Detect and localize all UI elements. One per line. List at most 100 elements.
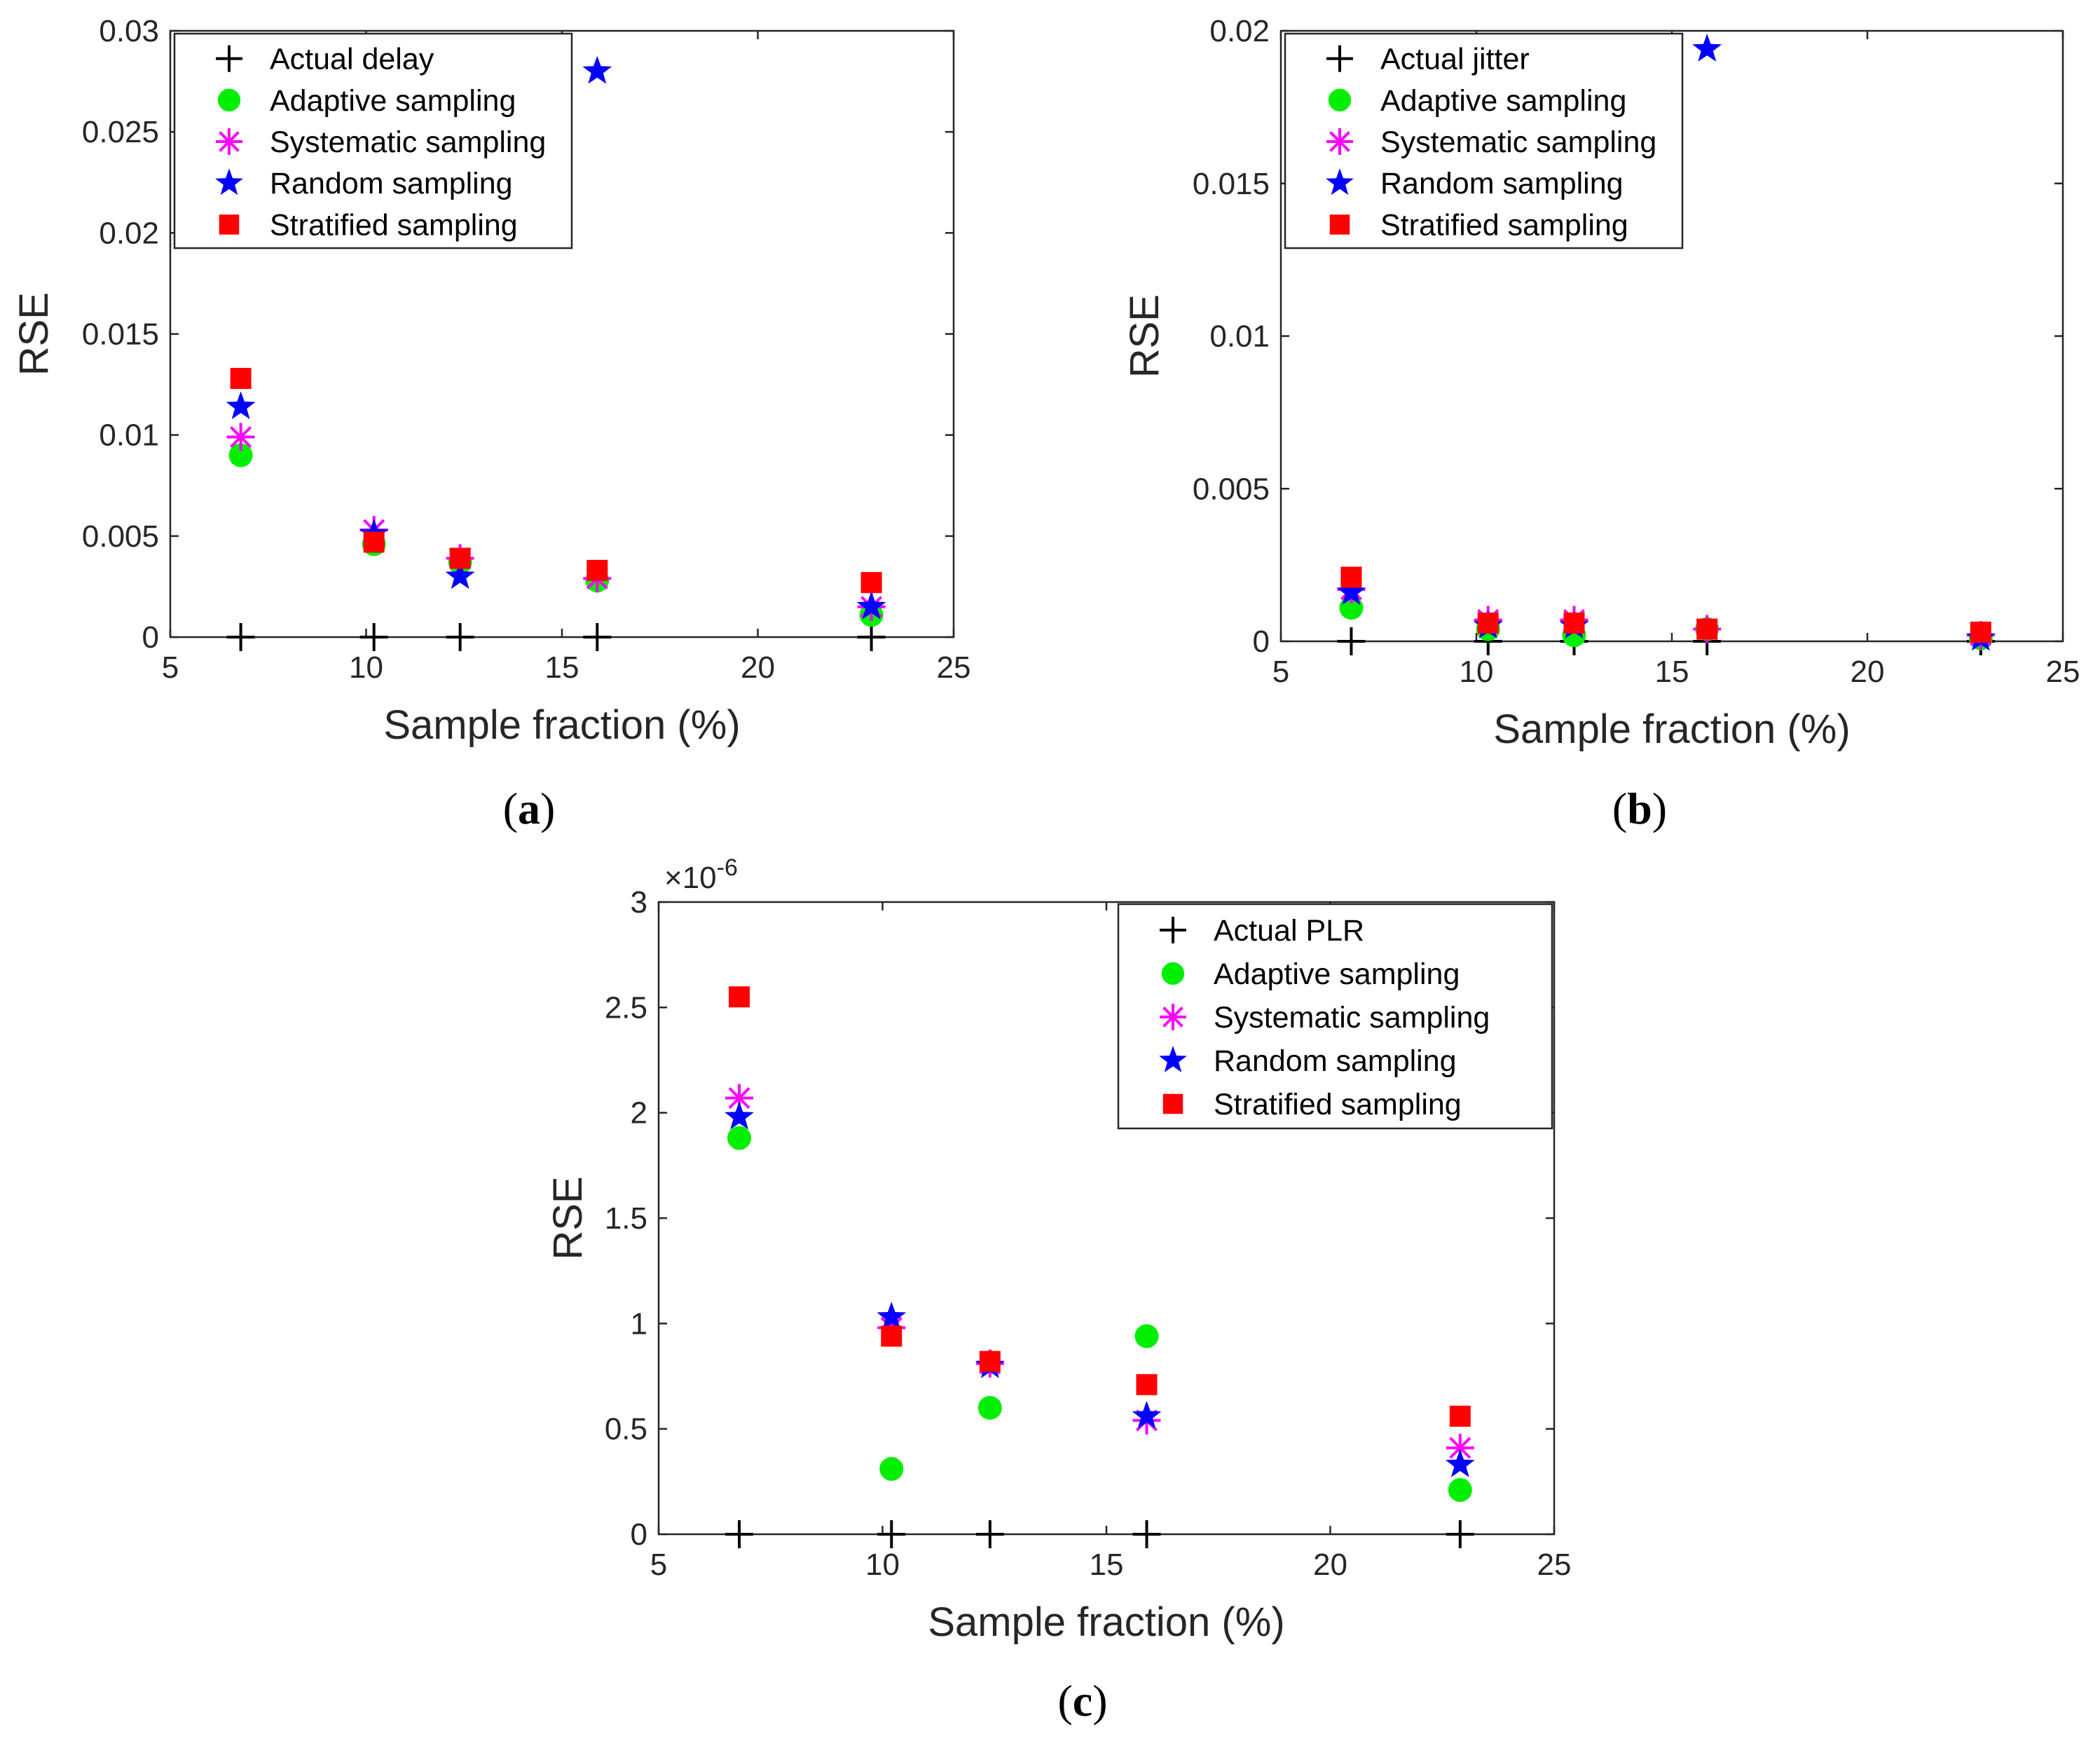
legend-marker xyxy=(1162,1093,1183,1114)
chart-panel-c: 5 10 15 20 25 0 0.5 1 1.5 2 2.5 3 ×10-6 Sample fracti… xyxy=(545,854,1571,1726)
data-point xyxy=(1134,1324,1159,1349)
data-point xyxy=(979,1351,1001,1372)
x-tick-label: 5 xyxy=(650,1548,667,1582)
y-tick-label: 0.025 xyxy=(82,115,159,149)
data-point xyxy=(1136,1374,1158,1395)
legend-marker xyxy=(215,168,243,196)
legend-marker xyxy=(216,128,242,155)
legend-entry-label: Systematic sampling xyxy=(270,125,546,159)
y-tick-label: 1.5 xyxy=(605,1201,647,1236)
legend: Actual delay Adaptive sampling Systematic … xyxy=(173,32,573,250)
data-point xyxy=(226,623,255,651)
panel-label: (b) xyxy=(1612,784,1667,833)
series-stratified-sampling xyxy=(230,367,882,594)
data-point xyxy=(725,1101,754,1130)
chart-panel-b: 5 10 15 20 25 0 0.005 0.01 0.015 0.02 Sample fract… xyxy=(1122,14,2080,833)
data-point xyxy=(1449,1405,1471,1427)
legend-entry-label: Random sampling xyxy=(270,167,513,200)
legend-box xyxy=(1117,903,1553,1130)
panel-label: (a) xyxy=(503,784,556,833)
y-tick-label: 1 xyxy=(631,1306,647,1341)
legend-entry-label: Adaptive sampling xyxy=(1380,84,1626,118)
x-axis-label: Sample fraction (%) xyxy=(1493,706,1850,752)
y-tick-label: 0.03 xyxy=(99,14,159,48)
data-point xyxy=(586,559,608,581)
x-tick-label: 15 xyxy=(1090,1548,1124,1582)
data-point xyxy=(226,423,255,451)
y-tick-label: 2 xyxy=(631,1096,647,1131)
y-tick-label: 0 xyxy=(631,1517,647,1552)
data-point xyxy=(725,1084,754,1112)
y-tick-label: 0.015 xyxy=(82,318,159,352)
y-tick-label: 0 xyxy=(1253,624,1270,659)
data-point xyxy=(856,591,886,620)
legend-marker xyxy=(1326,168,1354,196)
series-actual-delay xyxy=(226,623,886,651)
data-point xyxy=(1132,1400,1162,1429)
data-point xyxy=(1445,1449,1475,1477)
data-point xyxy=(860,572,882,594)
data-point xyxy=(727,1126,752,1150)
x-tick-label: 5 xyxy=(1272,655,1289,689)
legend-marker xyxy=(1328,88,1352,111)
legend-marker xyxy=(219,214,240,235)
series-stratified-sampling xyxy=(1340,566,1991,643)
legend-entry-label: Systematic sampling xyxy=(1380,125,1656,159)
y-tick-label: 0.005 xyxy=(1193,472,1270,506)
y-tick-label: 0.01 xyxy=(1209,320,1270,354)
y-axis-label: RSE xyxy=(545,1176,591,1259)
data-point xyxy=(1336,577,1366,606)
x-tick-label: 10 xyxy=(349,650,383,685)
legend: Actual PLR Adaptive sampling Systematic sa… xyxy=(1117,903,1553,1130)
data-point xyxy=(1696,618,1718,640)
y-axis-label: RSE xyxy=(1122,294,1167,378)
data-point xyxy=(975,1520,1004,1548)
data-point xyxy=(729,986,750,1008)
x-tick-label: 15 xyxy=(545,650,579,685)
y-tick-label: 2.5 xyxy=(605,990,647,1025)
data-point xyxy=(1692,34,1722,62)
legend-entry-label: Systematic sampling xyxy=(1214,1001,1490,1035)
x-tick-label: 10 xyxy=(1460,655,1494,689)
chart-panel-a: 5 10 15 20 25 0 0.005 0.01 0.015 0.02 0.025 0.03 Sam… xyxy=(11,14,970,833)
y-tick-label: 0.01 xyxy=(99,418,159,453)
data-point xyxy=(449,547,471,569)
data-point xyxy=(1446,1520,1474,1548)
legend-marker xyxy=(1160,1004,1186,1030)
legend-entry-label: Adaptive sampling xyxy=(1214,957,1460,991)
data-point xyxy=(1337,627,1366,655)
legend-marker xyxy=(1326,45,1353,72)
x-tick-label: 20 xyxy=(1313,1548,1347,1582)
x-tick-label: 10 xyxy=(865,1548,900,1582)
legend-marker xyxy=(216,45,242,72)
legend-marker xyxy=(1160,917,1186,943)
legend-marker xyxy=(1326,128,1353,155)
data-point xyxy=(881,1325,903,1347)
data-point xyxy=(1446,1433,1474,1462)
x-tick-label: 25 xyxy=(937,650,971,685)
data-point xyxy=(879,1456,904,1481)
y-tick-label: 0 xyxy=(142,620,159,655)
y-tick-label: 0.5 xyxy=(605,1412,647,1447)
x-axis-label: Sample fraction (%) xyxy=(928,1599,1284,1645)
x-tick-label: 15 xyxy=(1655,655,1689,689)
data-point xyxy=(226,391,256,420)
legend-entry-label: Adaptive sampling xyxy=(270,84,516,118)
series-adaptive-sampling xyxy=(727,1126,1472,1502)
legend-entry-label: Stratified sampling xyxy=(270,208,518,242)
legend-entry-label: Actual jitter xyxy=(1380,43,1530,76)
y-axis-exponent: ×10-6 xyxy=(664,854,738,895)
y-axis-label: RSE xyxy=(11,292,57,376)
data-point xyxy=(1970,621,1991,643)
data-point xyxy=(1563,612,1585,634)
y-tick-label: 0.02 xyxy=(99,216,159,250)
data-point xyxy=(446,623,474,651)
legend-marker xyxy=(1161,962,1185,985)
y-tick-label: 0.015 xyxy=(1193,167,1270,201)
y-tick-label: 0.005 xyxy=(82,519,159,554)
data-point xyxy=(230,367,252,389)
x-axis-label: Sample fraction (%) xyxy=(383,702,740,748)
y-tick-label: 0.02 xyxy=(1209,14,1270,48)
data-point xyxy=(445,561,475,589)
